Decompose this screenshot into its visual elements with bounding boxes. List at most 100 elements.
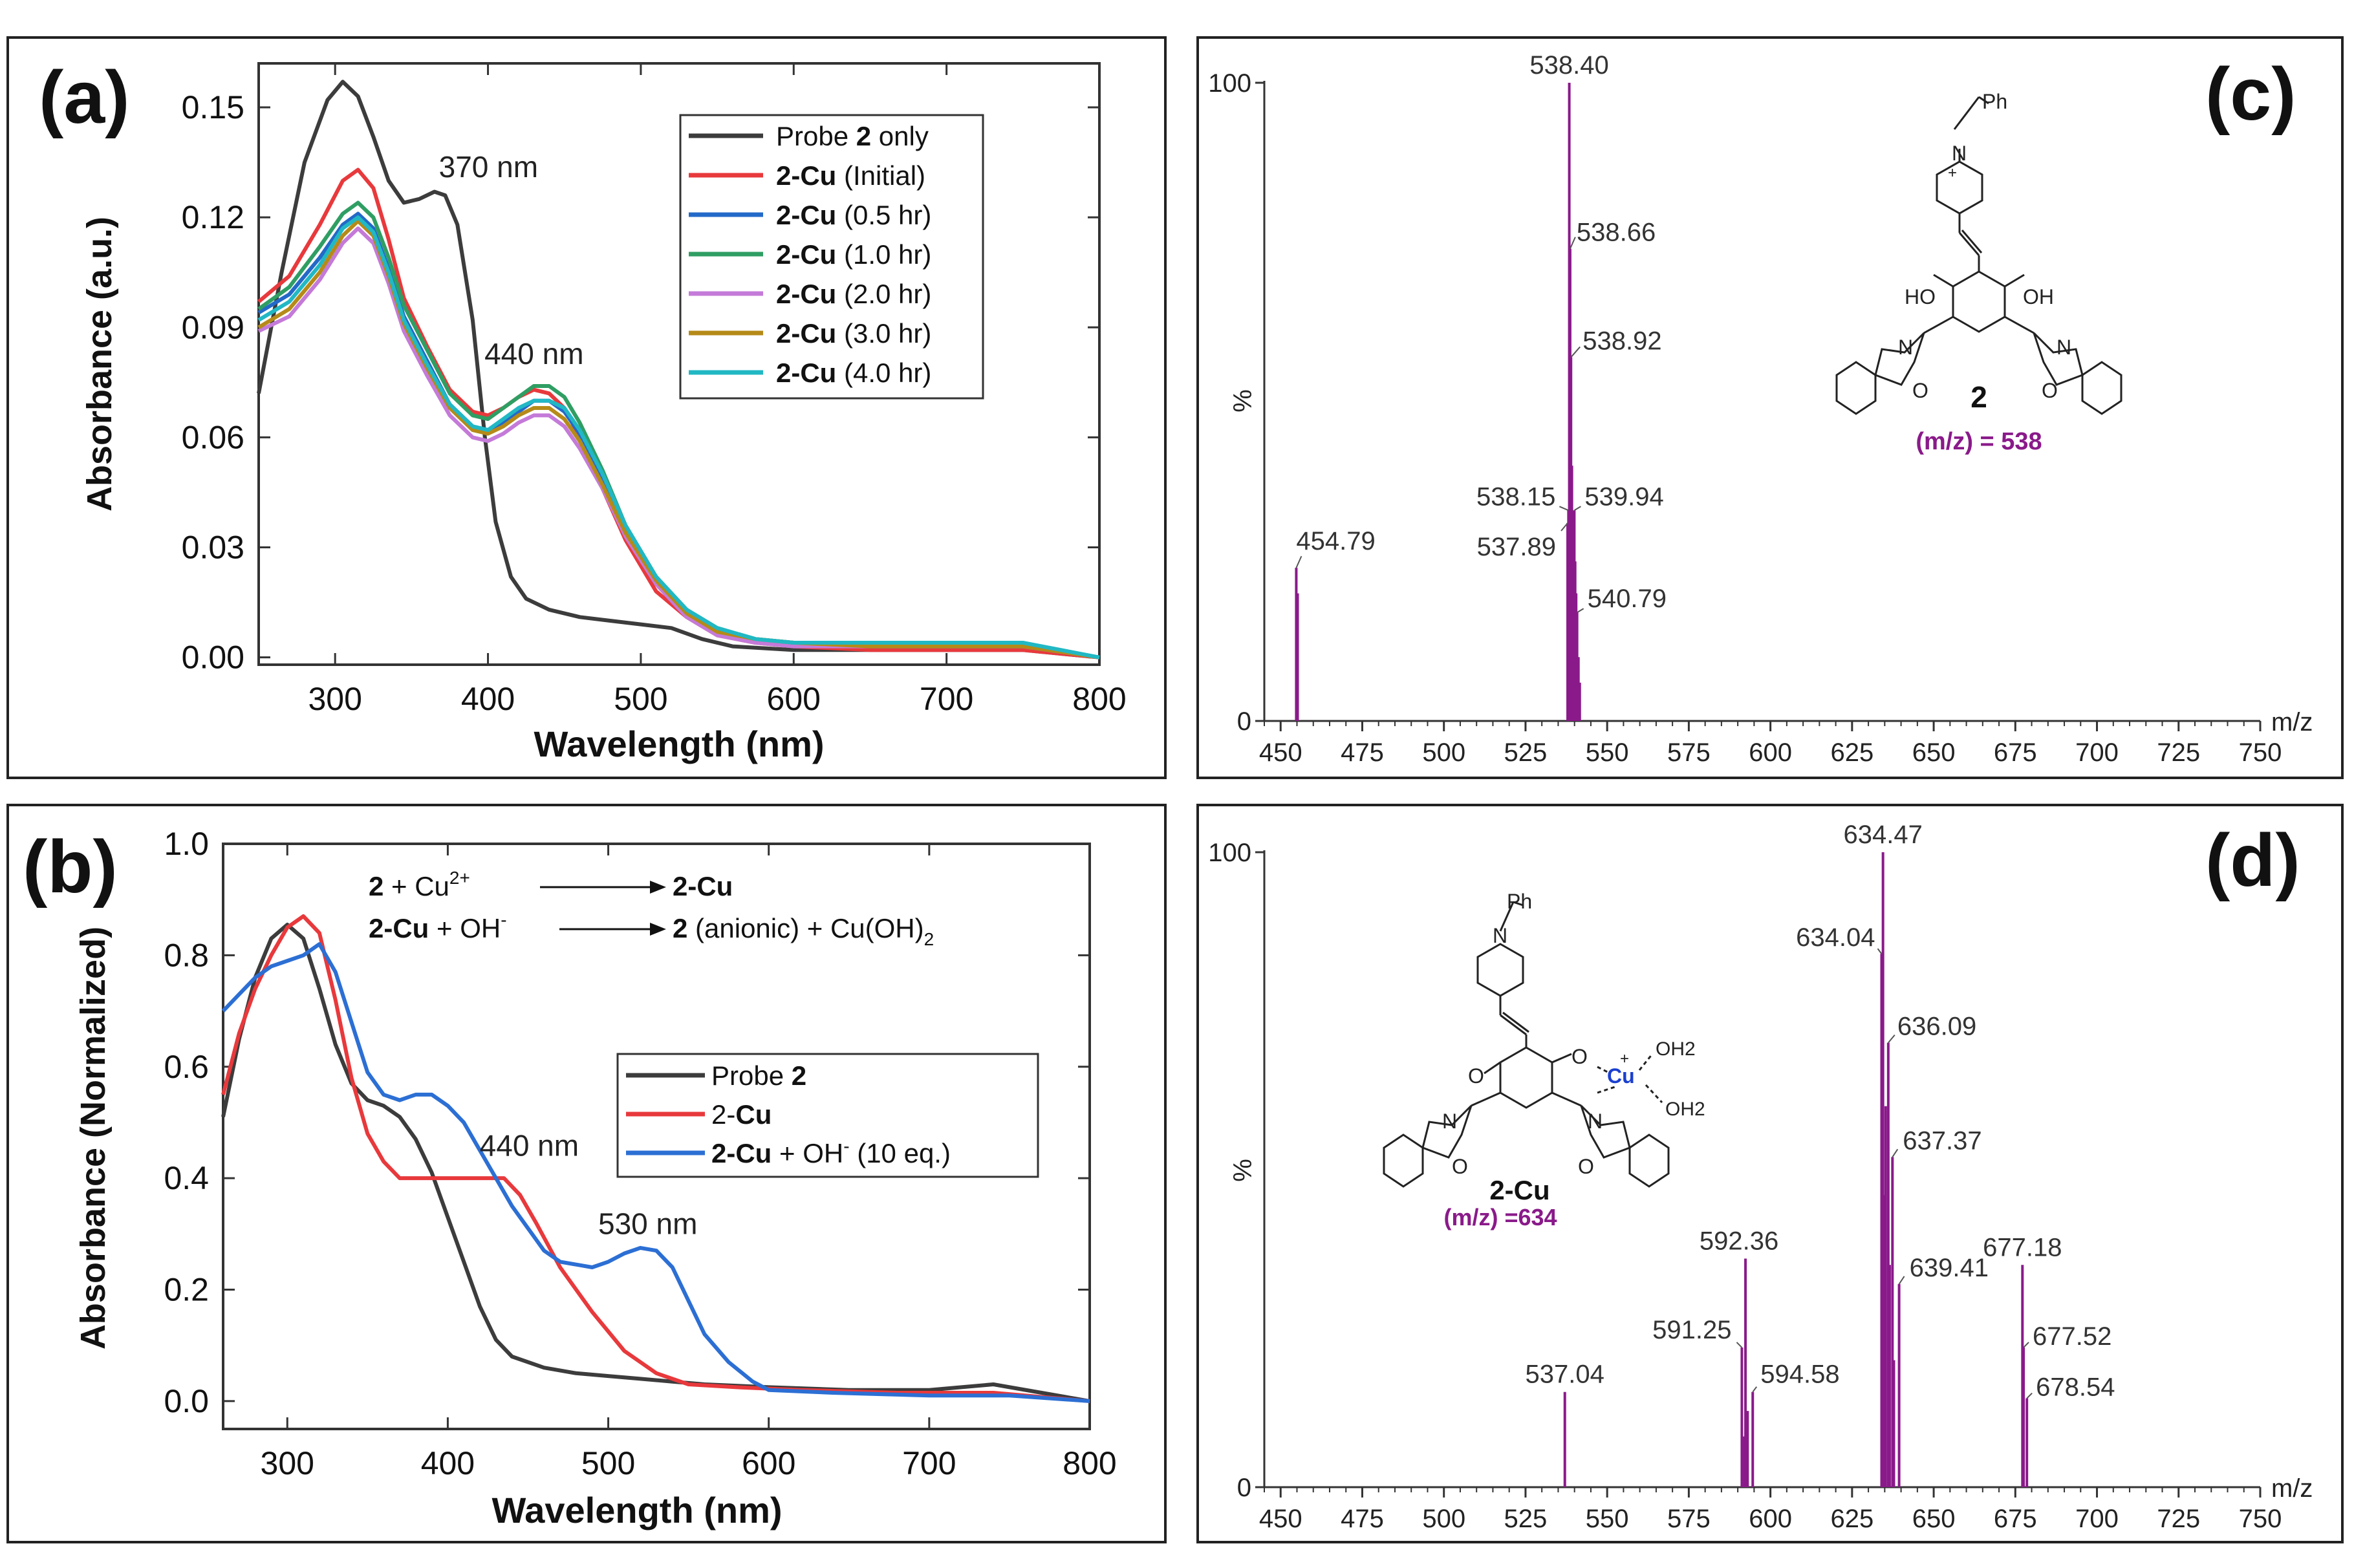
svg-text:N: N (1952, 142, 1967, 165)
molecule-2-mass: (m/z) = 538 (1916, 428, 2042, 455)
legend-label-2cu-3.0hr: 2-Cu (3.0 hr) (776, 318, 931, 349)
panel-d-peak-label: 537.04 (1526, 1360, 1604, 1389)
panel-d-peak-label: 636.09 (1897, 1013, 1976, 1041)
panel-c-peak-leader (1569, 237, 1576, 250)
panel-d-xtick-label: 750 (2239, 1505, 2282, 1533)
svg-text:Ph: Ph (1982, 90, 2007, 113)
svg-text:N: N (1493, 924, 1507, 947)
panel-d-label: (d) (2205, 819, 2300, 902)
svg-text:O: O (1452, 1155, 1468, 1178)
panel-b-xtick-label: 400 (421, 1445, 475, 1481)
panel-d-xtick-label: 575 (1667, 1505, 1711, 1533)
panel-b-legend: Probe 2 2-Cu 2-Cu + OH- (10 eq.) (616, 1053, 1039, 1178)
panel-d-xtick-label: 625 (1830, 1505, 1873, 1533)
panel-d-xtick-label: 675 (1994, 1505, 2037, 1533)
panel-d-peak-leader (1877, 948, 1883, 954)
panel-a-ytick-label: 0.15 (182, 89, 244, 125)
panel-d-peak-label: 639.41 (1910, 1254, 1989, 1282)
svg-text:OH2: OH2 (1665, 1099, 1705, 1120)
panel-a-xtick-label: 600 (767, 681, 821, 717)
panel-d-frame (1196, 804, 2344, 1543)
panel-c-peak-leader (1573, 506, 1581, 511)
panel-c-chart: 450 475 500 525 550 575 600 625 650 675 700 725 750 0… (1208, 51, 2313, 767)
panel-b-ytick-label: 0.0 (164, 1383, 209, 1419)
panel-b-xtick-label: 500 (581, 1445, 635, 1481)
panel-b-chart: 300 400 500 600 700 800 0.0 0.2 0.4 0.6 0.8 1.0 440… (74, 826, 1117, 1530)
legend-label-2cu-b: 2-Cu (711, 1099, 772, 1130)
panel-c-xlabel: m/z (2271, 708, 2313, 736)
panel-d-xtick-label: 700 (2075, 1505, 2119, 1533)
panel-a-legend-box (679, 114, 984, 400)
panel-a-xtick-label: 500 (614, 681, 667, 717)
panel-b-ytick-label: 0.6 (164, 1049, 209, 1085)
panel-c-ytick-label: 100 (1208, 69, 1251, 98)
panel-d-xtick-label: 550 (1586, 1505, 1629, 1533)
panel-d-peak-label: 592.36 (1700, 1227, 1778, 1255)
panel-c-peak-leader (1295, 555, 1302, 568)
panel-a-ylabel: Absorbance (a.u.) (80, 217, 119, 511)
panel-c-xtick-label: 500 (1422, 738, 1465, 767)
panel-a-annotation-440nm: 440 nm (484, 337, 583, 371)
panel-d-xtick-label: 450 (1259, 1505, 1302, 1533)
panel-d-xtick-label: 500 (1422, 1505, 1465, 1533)
panel-a-xtick-label: 300 (308, 681, 362, 717)
panel-d-peak-leader (1888, 1034, 1895, 1044)
molecule-2-atom-labels: Ph N + HO OH N O N O (1898, 90, 2071, 402)
panel-b-ytick-label: 0.4 (164, 1160, 209, 1196)
panel-c-xtick-label: 675 (1994, 738, 2037, 767)
panel-d-peak-leader (2023, 1342, 2029, 1348)
panel-c-peak-leader (1577, 608, 1584, 614)
panel-a-frame (6, 36, 1167, 779)
svg-text:O: O (1912, 379, 1928, 402)
svg-text:N: N (1442, 1110, 1457, 1133)
panel-d-ytick-label: 100 (1208, 839, 1251, 867)
panel-a-ytick-label: 0.06 (182, 419, 244, 455)
panel-b-ytick-label: 1.0 (164, 826, 209, 862)
panel-c-xtick-label: 525 (1504, 738, 1548, 767)
panel-d-peak-label: 634.47 (1843, 821, 1922, 849)
svg-text:Cu: Cu (1607, 1064, 1635, 1088)
panel-c-ylabel: % (1229, 389, 1257, 413)
svg-text:HO: HO (1905, 285, 1936, 308)
panel-d-peak-label: 677.18 (1983, 1233, 2062, 1262)
reaction-arrowhead-1 (650, 881, 666, 894)
panel-a-xtick-label: 400 (461, 681, 515, 717)
svg-text:+: + (1948, 164, 1957, 182)
panel-a-annotation-370nm: 370 nm (439, 150, 538, 184)
panel-a-xtick-label: 800 (1072, 681, 1126, 717)
panel-c-peak-label: 454.79 (1296, 527, 1375, 555)
svg-text:O: O (2042, 379, 2058, 402)
panel-a-ytick-label: 0.09 (182, 309, 244, 345)
svg-text:2 + Cu2+: 2 + Cu2+ (369, 868, 470, 901)
panel-d-xtick-label: 725 (2157, 1505, 2200, 1533)
panel-d-xtick-label: 475 (1341, 1505, 1384, 1533)
svg-text:OH: OH (2023, 285, 2054, 308)
panel-b-annotation-530nm: 530 nm (598, 1207, 697, 1240)
panel-c-peak-label: 539.94 (1584, 482, 1663, 511)
panel-c-xtick-label: 725 (2157, 738, 2200, 767)
panel-b-xtick-label: 700 (902, 1445, 956, 1481)
panel-c-xtick-label: 575 (1667, 738, 1711, 767)
panel-a-ytick-label: 0.00 (182, 639, 244, 676)
svg-text:O: O (1578, 1155, 1594, 1178)
panel-d-peak-label: 594.58 (1760, 1360, 1839, 1389)
reaction-equation-1: 2 + Cu2+ 2-Cu (369, 868, 733, 901)
panel-d-peak-label: 678.54 (2036, 1373, 2115, 1402)
svg-text:Ph: Ph (1507, 890, 1532, 913)
legend-label-2cu-2.0hr: 2-Cu (2.0 hr) (776, 279, 931, 309)
svg-text:2-Cu + OH-: 2-Cu + OH- (369, 910, 507, 943)
panel-c-peak-leader (1570, 346, 1581, 358)
panel-c-xtick-label: 450 (1259, 738, 1302, 767)
panel-a-ytick-label: 0.03 (182, 530, 244, 566)
panel-d-peak-label: 634.04 (1796, 923, 1875, 952)
panel-a-legend: Probe 2 only 2-Cu (Initial) 2-Cu (0.5 hr… (679, 114, 984, 400)
panel-a-xlabel: Wavelength (nm) (534, 724, 824, 764)
panel-c-peak-leader (1560, 522, 1568, 532)
panel-a-ytick-label: 0.12 (182, 199, 244, 235)
panel-c-xtick-label: 550 (1586, 738, 1629, 767)
molecule-2cu-name: 2-Cu (1489, 1175, 1550, 1205)
panel-a-chart: 300 400 500 600 700 800 0.00 0.03 0.06 0.09 0.12 0.… (80, 62, 1127, 764)
panel-c-peak-label: 538.92 (1582, 327, 1661, 355)
panel-d-xlabel: m/z (2271, 1474, 2313, 1503)
panel-c-xtick-label: 475 (1341, 738, 1384, 767)
